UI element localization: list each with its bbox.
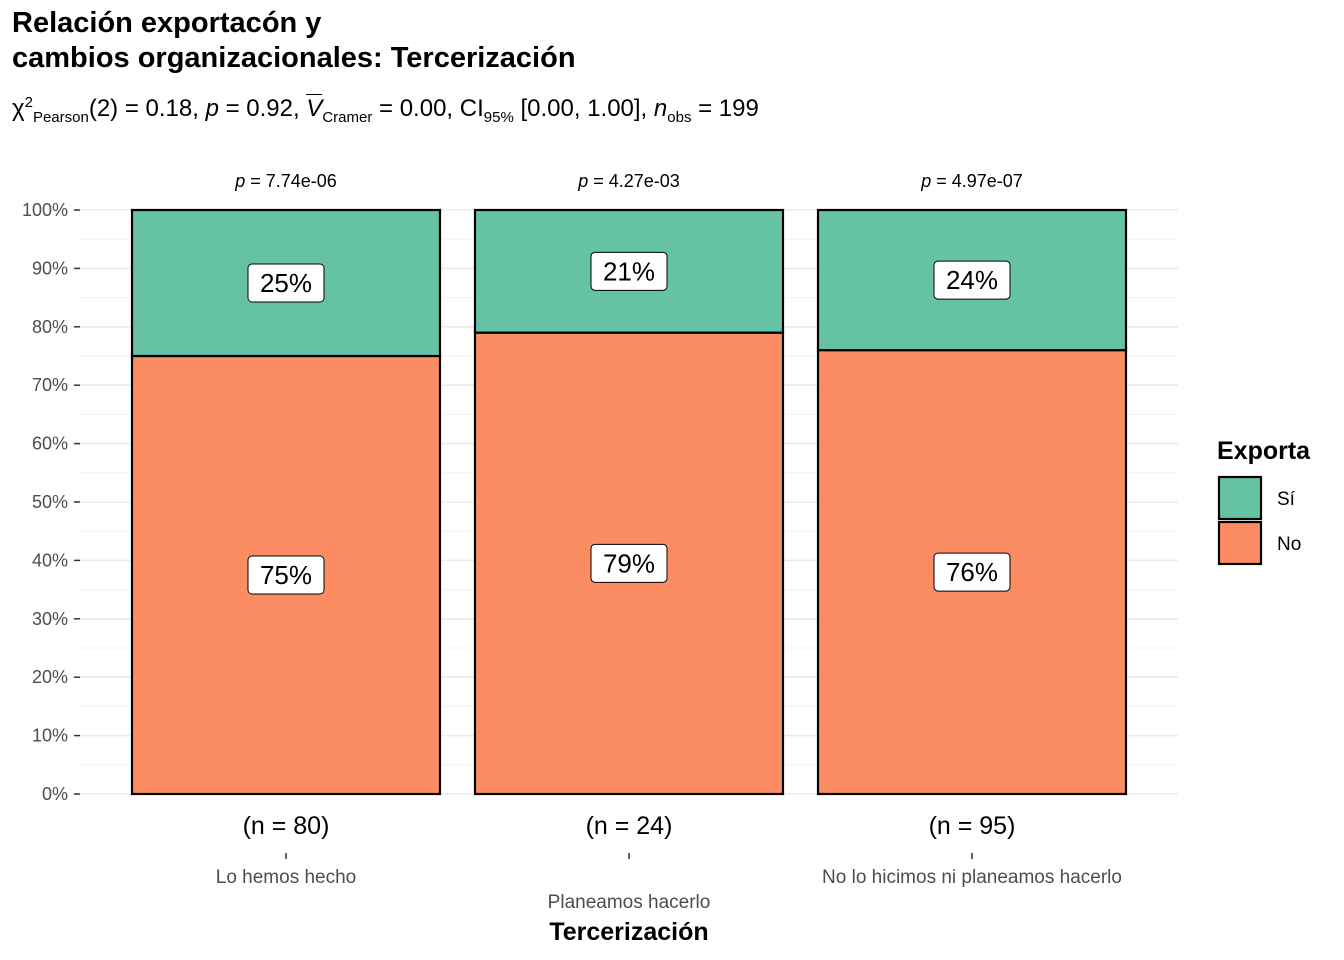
- p-value: = 4.27e-03: [588, 171, 680, 191]
- n-label: (n = 80): [243, 812, 330, 840]
- legend-swatch: [1217, 475, 1263, 521]
- p-value: = 4.97e-07: [931, 171, 1023, 191]
- legend-label: No: [1277, 534, 1301, 555]
- legend-swatch: [1217, 520, 1263, 566]
- subtitle-ci: [0.00, 1.00],: [513, 95, 654, 122]
- p-value: = 7.74e-06: [245, 171, 337, 191]
- subtitle-chi-sup: 2: [24, 94, 33, 111]
- chart-subtitle: χ2Pearson(2) = 0.18, p = 0.92, VCramer =…: [12, 94, 759, 126]
- x-tick-label: Planeamos hacerlo: [548, 892, 711, 913]
- subtitle-chi-sub: Pearson: [32, 108, 89, 126]
- subtitle-p: = 0.92,: [218, 95, 307, 122]
- data-label-si-box: [247, 263, 325, 303]
- data-label-si-box: [590, 251, 668, 291]
- data-label-si: 25%: [260, 268, 312, 298]
- y-tick-label: 50%: [32, 492, 68, 512]
- chart-title: Relación exportacón y cambios organizaci…: [12, 6, 576, 76]
- p-symbol: p: [577, 171, 588, 191]
- y-tick-label: 0%: [42, 784, 68, 804]
- y-tick-label: 20%: [32, 667, 68, 687]
- subtitle-v-symbol: V: [306, 94, 323, 122]
- title-line-2: cambios organizacionales: Tercerización: [12, 42, 576, 74]
- subtitle-ci-sub: 95%: [483, 108, 514, 126]
- p-value-label: p = 4.97e-07: [920, 171, 1023, 191]
- x-tick-label: Lo hemos hecho: [216, 867, 357, 888]
- data-label-si: 21%: [603, 256, 655, 286]
- n-label: (n = 95): [929, 812, 1016, 840]
- subtitle-chi: χ: [12, 95, 25, 122]
- p-symbol: p: [234, 171, 245, 191]
- y-tick-label: 60%: [32, 434, 68, 454]
- x-axis-title: Tercerización: [549, 918, 708, 946]
- data-label-no: 75%: [260, 560, 312, 590]
- title-line-1: Relación exportacón y: [12, 7, 322, 39]
- y-tick-label: 30%: [32, 609, 68, 629]
- data-label-si-box: [933, 260, 1011, 300]
- data-label-no-box: [933, 552, 1011, 592]
- data-label-si: 24%: [946, 265, 998, 295]
- y-tick-label: 10%: [32, 726, 68, 746]
- data-label-no-box: [247, 555, 325, 595]
- subtitle-n: = 199: [691, 95, 759, 122]
- y-tick-label: 40%: [32, 550, 68, 570]
- subtitle-v-sub: Cramer: [322, 108, 373, 126]
- p-value-label: p = 4.27e-03: [577, 171, 680, 191]
- y-tick-label: 70%: [32, 375, 68, 395]
- data-label-no-box: [590, 543, 668, 583]
- legend-label: Sí: [1277, 489, 1296, 510]
- subtitle-v: = 0.00, CI: [372, 95, 484, 122]
- y-tick-label: 80%: [32, 317, 68, 337]
- subtitle-n-sub: obs: [667, 108, 692, 126]
- p-symbol: p: [920, 171, 931, 191]
- legend-title: Exporta: [1217, 437, 1311, 465]
- subtitle-p-symbol: p: [205, 95, 219, 122]
- y-tick-label: 100%: [22, 200, 68, 220]
- subtitle-df: (2) = 0.18,: [88, 95, 206, 122]
- x-tick-label: No lo hicimos ni planeamos hacerlo: [822, 867, 1122, 888]
- y-tick-label: 90%: [32, 258, 68, 278]
- data-label-no: 79%: [603, 548, 655, 578]
- n-label: (n = 24): [586, 812, 673, 840]
- p-value-label: p = 7.74e-06: [234, 171, 337, 191]
- subtitle-n-symbol: n: [653, 95, 668, 122]
- data-label-no: 76%: [946, 557, 998, 587]
